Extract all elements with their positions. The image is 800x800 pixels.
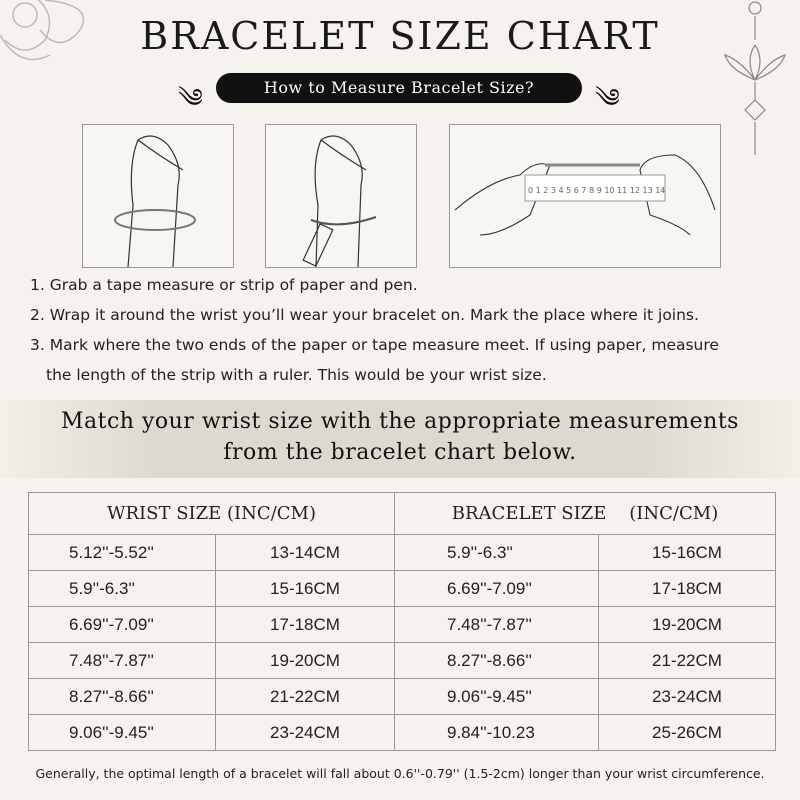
- wrist-cm-cell: 19-20CM: [215, 642, 395, 679]
- step-3: 3. Mark where the two ends of the paper …: [30, 336, 719, 354]
- wrist-measure-illustration: [82, 124, 234, 268]
- bracelet-cm-cell: 23-24CM: [598, 678, 776, 715]
- table-row: 9.06''-9.45'' 23-24CM 9.84''-10.23 25-26CM: [28, 714, 776, 751]
- table-row: 8.27''-8.66'' 21-22CM 9.06''-9.45'' 23-24CM: [28, 678, 776, 715]
- bracelet-inches-cell: 9.06''-9.45'': [394, 678, 599, 715]
- wrist-cm-cell: 23-24CM: [215, 714, 395, 751]
- bracelet-inches-cell: 6.69''-7.09'': [394, 570, 599, 607]
- wrist-cm-cell: 15-16CM: [215, 570, 395, 607]
- bracelet-inches-cell: 9.84''-10.23: [394, 714, 599, 751]
- band-line-1: Match your wrist size with the appropria…: [61, 409, 739, 434]
- table-row: 6.69''-7.09'' 17-18CM 7.48''-7.87'' 19-20CM: [28, 606, 776, 643]
- wrist-inches-cell: 8.27''-8.66'': [28, 678, 216, 715]
- table-row: 5.9''-6.3'' 15-16CM 6.69''-7.09'' 17-18CM: [28, 570, 776, 607]
- page-title: BRACELET SIZE CHART: [140, 14, 660, 58]
- bracelet-inches-cell: 5.9''-6.3'': [394, 534, 599, 571]
- bracelet-cm-cell: 19-20CM: [598, 606, 776, 643]
- size-table: WRIST SIZE (INC/CM) BRACELET SIZE (INC/C…: [28, 492, 776, 751]
- wrist-inches-cell: 5.12''-5.52'': [28, 534, 216, 571]
- wrist-inches-cell: 5.9''-6.3'': [28, 570, 216, 607]
- step-1: 1. Grab a tape measure or strip of paper…: [30, 276, 418, 294]
- subtitle-pill: How to Measure Bracelet Size?: [216, 73, 582, 103]
- table-row: 7.48''-7.87'' 19-20CM 8.27''-8.66'' 21-22CM: [28, 642, 776, 679]
- wrist-mark-illustration: [265, 124, 417, 268]
- band-line-2: from the bracelet chart below.: [223, 440, 577, 465]
- wrist-cm-cell: 17-18CM: [215, 606, 395, 643]
- wrist-inches-cell: 6.69''-7.09'': [28, 606, 216, 643]
- bracelet-cm-cell: 25-26CM: [598, 714, 776, 751]
- step-3-continued: the length of the strip with a ruler. Th…: [46, 366, 547, 384]
- wrist-cm-cell: 21-22CM: [215, 678, 395, 715]
- footer-note: Generally, the optimal length of a brace…: [35, 766, 765, 781]
- bracelet-cm-cell: 17-18CM: [598, 570, 776, 607]
- ruler-numbers: 0 1 2 3 4 5 6 7 8 9 10 11 12 13 14: [528, 186, 665, 195]
- lotus-ornament-icon: [724, 1, 786, 155]
- bracelet-size-header: BRACELET SIZE (INC/CM): [394, 492, 776, 535]
- bracelet-inches-cell: 7.48''-7.87'': [394, 606, 599, 643]
- right-swirl-icon: ༄: [595, 84, 620, 114]
- wrist-inches-cell: 9.06''-9.45'': [28, 714, 216, 751]
- ruler-measure-illustration: 0 1 2 3 4 5 6 7 8 9 10 11 12 13 14: [449, 124, 721, 268]
- instruction-band: [0, 400, 800, 478]
- wrist-cm-cell: 13-14CM: [215, 534, 395, 571]
- bracelet-cm-cell: 21-22CM: [598, 642, 776, 679]
- bracelet-cm-cell: 15-16CM: [598, 534, 776, 571]
- table-header-row: WRIST SIZE (INC/CM) BRACELET SIZE (INC/C…: [28, 492, 776, 535]
- step-2: 2. Wrap it around the wrist you’ll wear …: [30, 306, 699, 324]
- bracelet-inches-cell: 8.27''-8.66'': [394, 642, 599, 679]
- mandala-ornament-icon: [0, 0, 85, 61]
- wrist-size-header: WRIST SIZE (INC/CM): [28, 492, 395, 535]
- wrist-inches-cell: 7.48''-7.87'': [28, 642, 216, 679]
- left-swirl-icon: ༄: [178, 84, 203, 114]
- table-row: 5.12''-5.52'' 13-14CM 5.9''-6.3'' 15-16CM: [28, 534, 776, 571]
